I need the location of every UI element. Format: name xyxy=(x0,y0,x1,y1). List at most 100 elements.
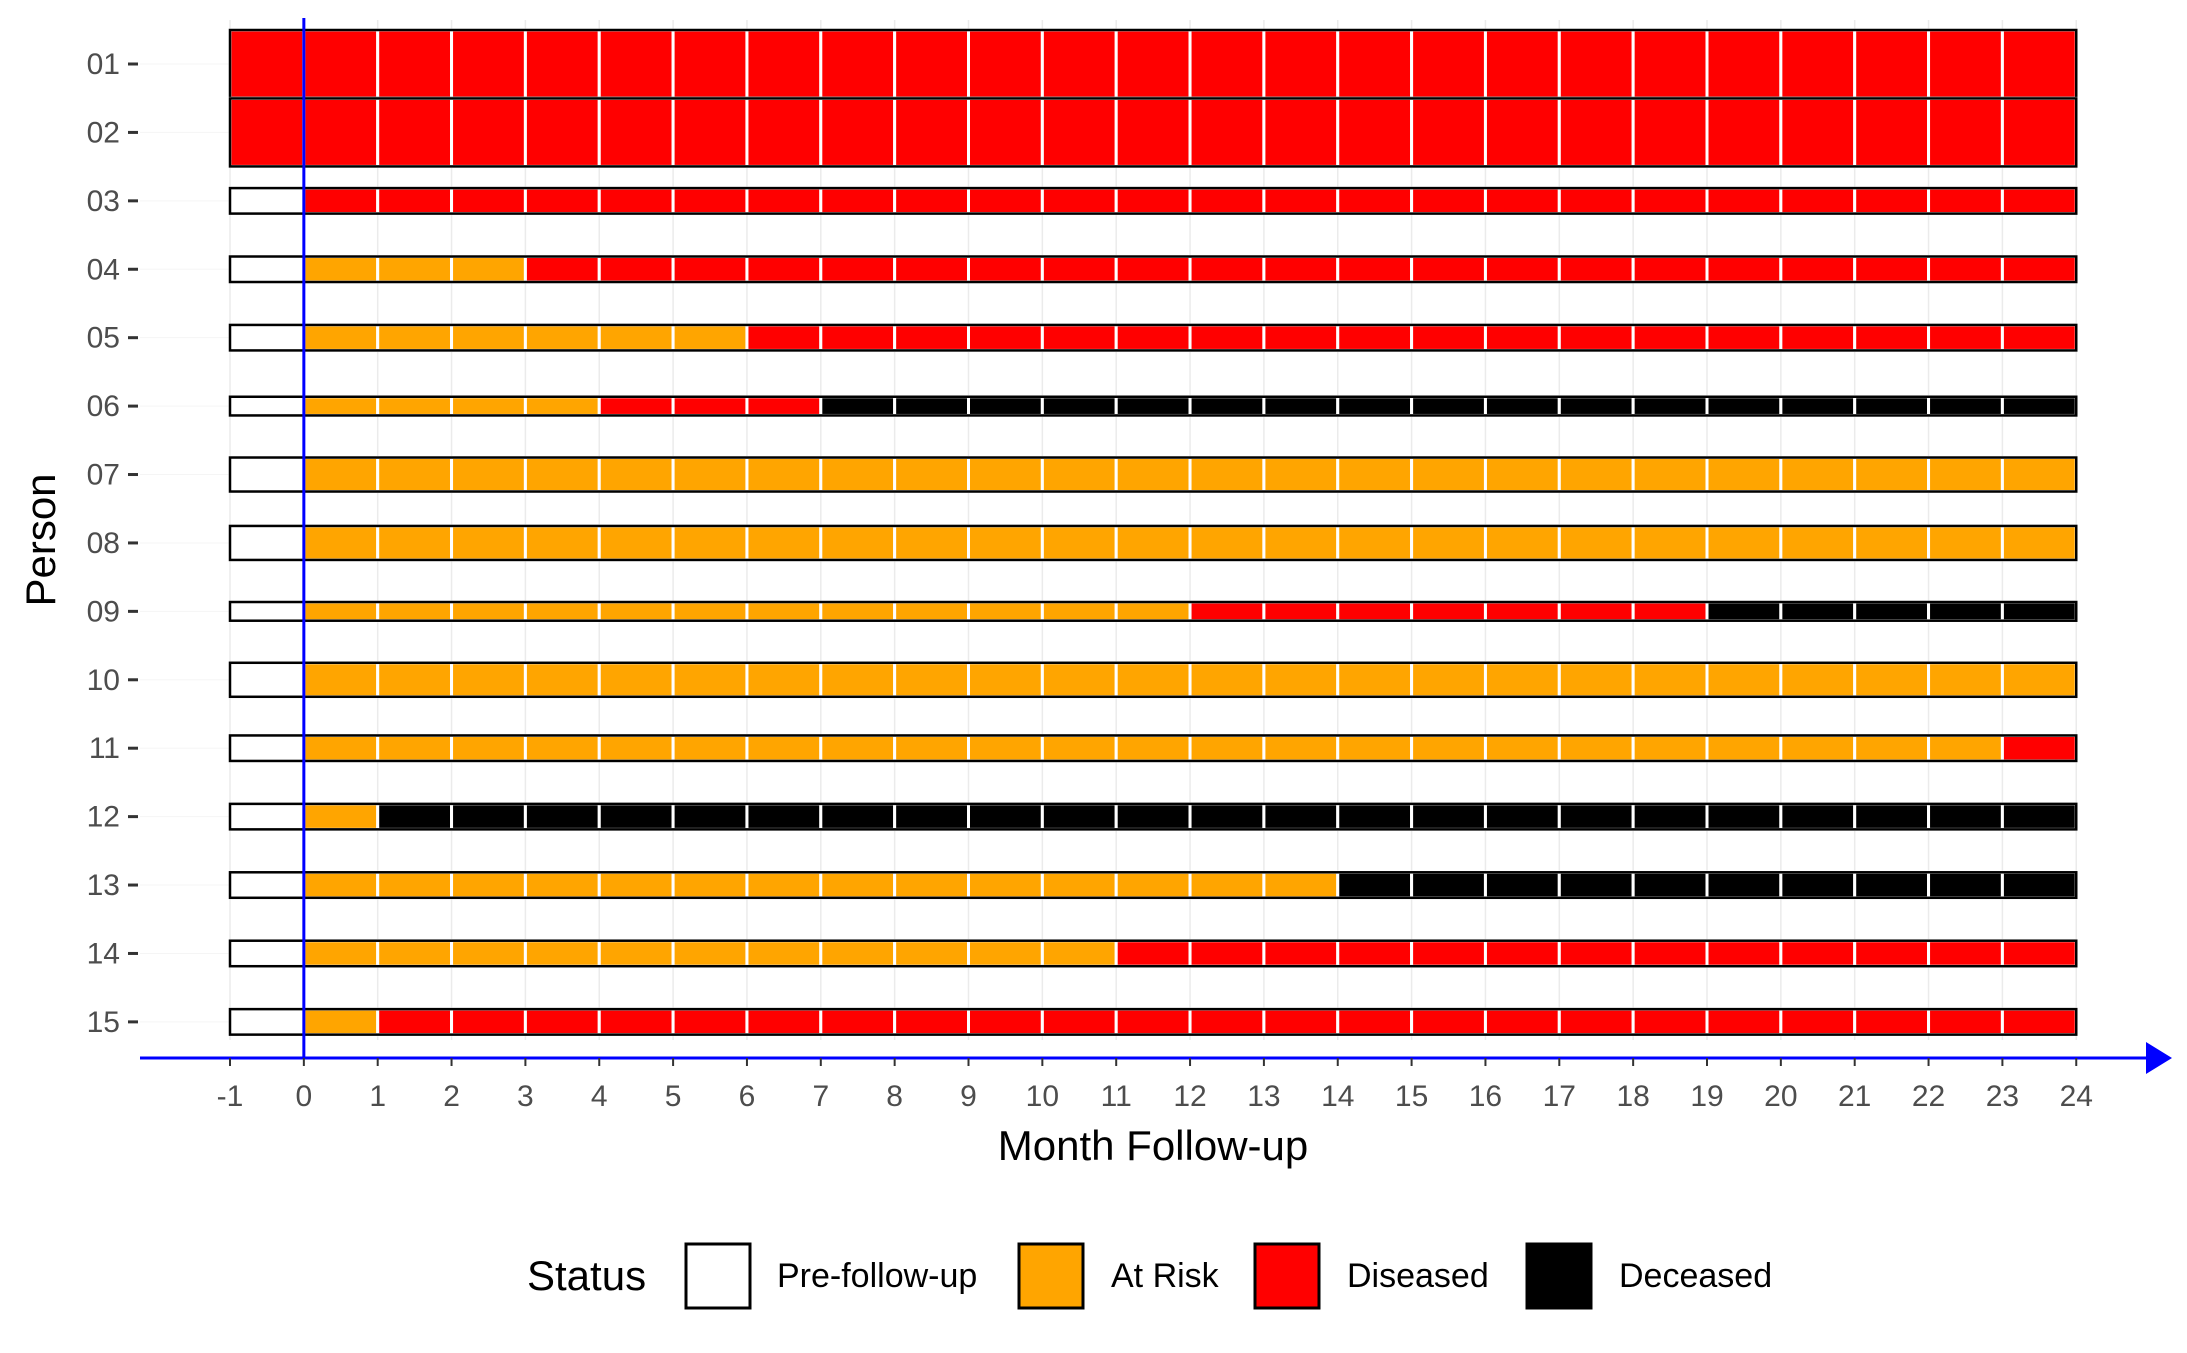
bar-cell-diseased xyxy=(1557,323,1635,352)
person-row-02 xyxy=(228,96,2078,168)
bar-cell-deceased xyxy=(1631,870,1709,900)
person-row-11 xyxy=(228,733,2078,763)
bar-cell-deceased xyxy=(1410,395,1487,417)
bar-cell-diseased xyxy=(1557,939,1635,968)
y-tick-label: 08 xyxy=(87,527,120,560)
bar-cell-diseased xyxy=(1040,28,1118,100)
bar-cell-at-risk xyxy=(597,939,675,968)
bar-cell-deceased xyxy=(1262,802,1340,831)
bar-cell-at-risk xyxy=(967,733,1044,763)
bar-cell-at-risk xyxy=(1483,524,1561,562)
bar-cell-at-risk xyxy=(1114,661,1192,699)
person-row-05 xyxy=(228,323,2078,352)
bar-cell-at-risk xyxy=(671,456,749,494)
bar-cell-diseased xyxy=(1853,1007,1931,1037)
bar-cell-diseased xyxy=(228,96,306,168)
bar-cell-diseased xyxy=(1631,255,1709,284)
bar-cell-pre-follow-up xyxy=(228,1007,306,1037)
bar-cell-at-risk xyxy=(1410,661,1487,699)
bar-cell-diseased xyxy=(1483,1007,1561,1037)
y-tick-label: 06 xyxy=(87,390,120,423)
bar-cell-at-risk xyxy=(1705,524,1783,562)
bar-cell-diseased xyxy=(1705,1007,1783,1037)
bar-cell-diseased xyxy=(671,395,749,417)
bar-cell-diseased xyxy=(893,28,971,100)
bar-cell-at-risk xyxy=(745,870,823,900)
bar-cell-diseased xyxy=(893,96,971,168)
y-tick-label: 12 xyxy=(87,801,120,834)
bar-cell-at-risk xyxy=(1927,661,2004,699)
bar-cell-diseased xyxy=(1336,28,1414,100)
bar-cell-diseased xyxy=(1262,28,1340,100)
bar-cell-diseased xyxy=(1483,186,1561,216)
bar-cell-at-risk xyxy=(1336,456,1414,494)
bar-cell-at-risk xyxy=(893,524,971,562)
bar-cell-at-risk xyxy=(1705,456,1783,494)
bar-cell-diseased xyxy=(1410,96,1487,168)
bar-cell-at-risk xyxy=(893,456,971,494)
bar-cell-diseased xyxy=(1336,186,1414,216)
bar-cell-at-risk xyxy=(302,870,380,900)
bar-cell-at-risk xyxy=(1114,870,1192,900)
bar-cell-at-risk xyxy=(745,661,823,699)
bar-cell-at-risk xyxy=(1188,733,1266,763)
bar-cell-at-risk xyxy=(819,939,897,968)
bar-cell-at-risk xyxy=(745,524,823,562)
bar-cell-diseased xyxy=(302,186,380,216)
bar-cell-diseased xyxy=(523,96,601,168)
bar-cell-diseased xyxy=(1188,1007,1266,1037)
bar-cell-diseased xyxy=(597,28,675,100)
person-row-06 xyxy=(228,395,2078,417)
bar-cell-diseased xyxy=(2000,96,2078,168)
bar-cell-diseased xyxy=(1410,255,1487,284)
bar-cell-diseased xyxy=(1853,939,1931,968)
bar-cell-diseased xyxy=(1779,96,1857,168)
bar-cell-at-risk xyxy=(302,661,380,699)
bar-cell-diseased xyxy=(745,323,823,352)
bar-cell-diseased xyxy=(893,186,971,216)
bar-cell-at-risk xyxy=(450,524,527,562)
bar-cell-at-risk xyxy=(1040,661,1118,699)
bar-cell-diseased xyxy=(1927,255,2004,284)
bar-outline xyxy=(228,524,2078,562)
bar-cell-diseased xyxy=(450,96,527,168)
bar-cell-diseased xyxy=(1483,939,1561,968)
bar-cell-at-risk xyxy=(967,939,1044,968)
bar-cell-at-risk xyxy=(376,939,454,968)
bar-cell-at-risk xyxy=(967,870,1044,900)
x-tick-label: 22 xyxy=(1912,1080,1945,1113)
bar-cell-diseased xyxy=(376,28,454,100)
bar-cell-diseased xyxy=(523,255,601,284)
bar-cell-at-risk xyxy=(1557,524,1635,562)
bar-cell-at-risk xyxy=(1114,600,1192,623)
x-tick-label: 10 xyxy=(1026,1080,1059,1113)
bar-cell-diseased xyxy=(967,186,1044,216)
bar-cell-diseased xyxy=(1262,96,1340,168)
bar-cell-diseased xyxy=(745,96,823,168)
bar-cell-deceased xyxy=(1631,395,1709,417)
bar-cell-at-risk xyxy=(745,733,823,763)
bar-cell-deceased xyxy=(450,802,527,831)
bar-cell-pre-follow-up xyxy=(228,524,306,562)
bar-cell-at-risk xyxy=(376,255,454,284)
bar-cell-at-risk xyxy=(1262,733,1340,763)
bar-cell-diseased xyxy=(376,186,454,216)
bar-cell-diseased xyxy=(893,1007,971,1037)
bar-cell-deceased xyxy=(1779,395,1857,417)
bar-cell-diseased xyxy=(671,96,749,168)
bar-cell-diseased xyxy=(1927,28,2004,100)
legend-key-pre-follow-up xyxy=(684,1242,752,1310)
bar-cell-at-risk xyxy=(671,600,749,623)
bar-cell-diseased xyxy=(1631,28,1709,100)
bar-cell-diseased xyxy=(450,28,527,100)
bar-outline xyxy=(228,323,2078,352)
bar-cell-at-risk xyxy=(302,1007,380,1037)
y-tick-label: 11 xyxy=(89,732,120,765)
bar-cell-deceased xyxy=(671,802,749,831)
bar-cell-deceased xyxy=(1483,870,1561,900)
bar-cell-at-risk xyxy=(450,600,527,623)
bar-cell-at-risk xyxy=(302,600,380,623)
x-tick-label: 15 xyxy=(1395,1080,1428,1113)
bar-cell-deceased xyxy=(1779,600,1857,623)
